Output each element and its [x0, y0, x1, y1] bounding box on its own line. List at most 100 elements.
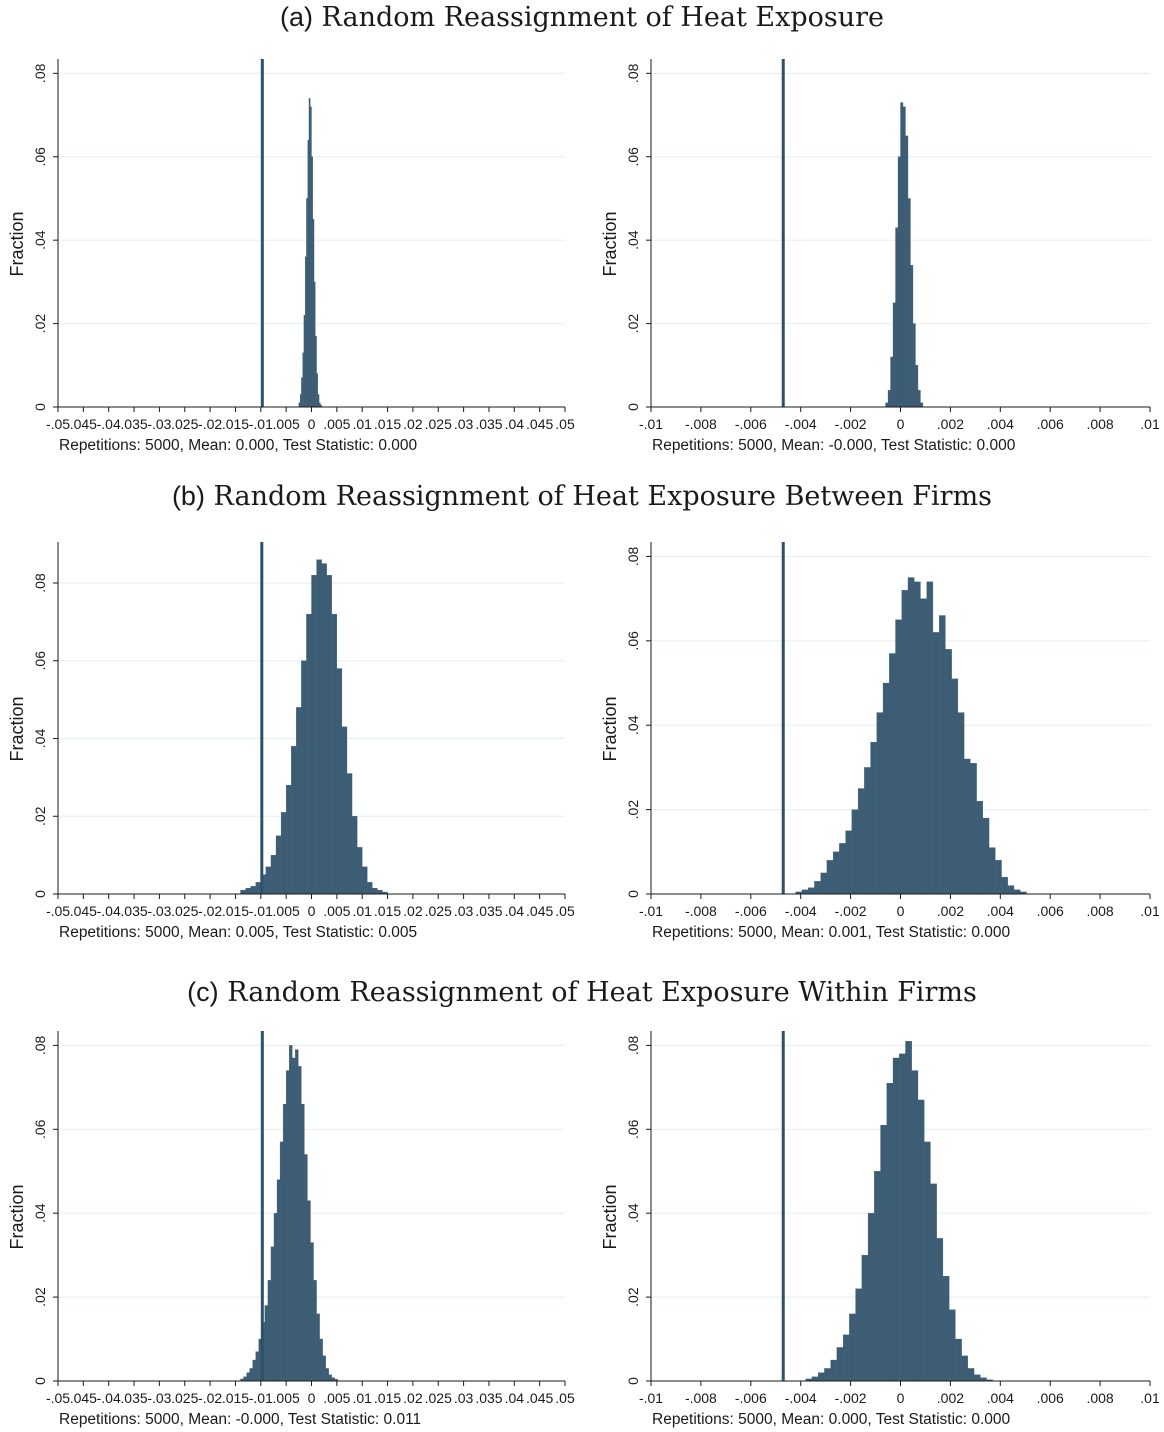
histogram-bar	[331, 1377, 335, 1382]
x-tick-label: .015	[374, 903, 401, 919]
histogram-panel-5: 0 .02 .04 .06 .08 -.01 -.008 -.006 -.004 -.002 0 .0…	[600, 1031, 1160, 1428]
y-tick-label: .06	[625, 631, 641, 651]
x-tick-label: -.05	[46, 416, 70, 432]
histogram-bar	[308, 98, 311, 408]
x-tick-label: .008	[1086, 416, 1113, 432]
x-tick-label: .015	[222, 1390, 249, 1406]
x-tick-label: .015	[222, 903, 249, 919]
section-text: Random Reassignment of Heat Exposure Wit…	[227, 977, 977, 1008]
histogram-bar	[265, 866, 272, 895]
histogram-bar	[976, 801, 983, 895]
y-tick-label: 0	[625, 1377, 641, 1385]
x-tick-label: .01	[352, 1390, 372, 1406]
x-tick-label: .005	[323, 416, 350, 432]
histogram-bar	[857, 788, 865, 895]
section-tag: (a)	[279, 2, 313, 32]
histogram-bar	[311, 575, 317, 895]
x-tick-label: .006	[1037, 903, 1064, 919]
histogram-bar	[1007, 885, 1015, 895]
histogram-bar	[305, 256, 307, 408]
x-tick-label: .035	[120, 903, 147, 919]
histogram-bar	[316, 559, 322, 895]
histogram-bar	[255, 1351, 259, 1382]
section-title-c: (c) Random Reassignment of Heat Exposure…	[0, 977, 1164, 1008]
x-tick-label: .006	[1037, 1390, 1064, 1406]
section-title-a: (a) Random Reassignment of Heat Exposure	[0, 2, 1164, 33]
histogram-bar	[864, 767, 871, 895]
histogram-bar	[886, 1082, 894, 1382]
x-tick-label: -.04	[97, 903, 121, 919]
x-tick-label: -.01	[639, 1390, 663, 1406]
histogram-bar	[967, 1368, 975, 1382]
histogram-bar	[273, 1213, 278, 1382]
histogram-bar	[250, 886, 256, 895]
histogram-panel-3: 0 .02 .04 .06 .08 -.01 -.008 -.006 -.004 -.002 0 .0…	[600, 542, 1160, 941]
x-tick-label: .005	[273, 416, 300, 432]
histogram-bar	[331, 613, 337, 895]
histogram-bar	[970, 763, 977, 895]
histogram-bar	[900, 102, 904, 408]
histogram-bar	[267, 1280, 272, 1382]
x-tick-label: .002	[937, 1390, 964, 1406]
histogram-bar	[307, 139, 310, 408]
x-tick-label: .025	[425, 903, 452, 919]
x-tick-label: 0	[308, 903, 316, 919]
histogram-bar	[301, 1103, 305, 1382]
x-tick-label: -.008	[685, 903, 717, 919]
histogram-bar	[289, 1045, 293, 1382]
y-tick-label: 0	[625, 403, 641, 411]
histogram-bar	[1001, 876, 1008, 895]
histogram-bar	[313, 281, 316, 408]
histogram-bar	[302, 352, 305, 408]
histogram-bar	[955, 1338, 962, 1382]
histogram-bar	[285, 1070, 290, 1382]
y-tick-label: 0	[625, 890, 641, 898]
histogram-bar	[902, 106, 906, 408]
histogram-panel-2: 0.02.04.06.08-.05.045 -.04.035 -.03.025 -.0…	[7, 542, 575, 941]
histogram-bar	[285, 784, 292, 895]
y-tick-label: .08	[32, 573, 48, 593]
x-tick-label: -.004	[785, 1390, 817, 1406]
histogram-bar	[811, 1376, 819, 1382]
x-tick-label: -.02	[198, 903, 222, 919]
x-tick-label: .03	[454, 416, 474, 432]
histogram-bar	[243, 1376, 247, 1382]
x-tick-label: .045	[526, 416, 553, 432]
x-tick-label: .004	[987, 416, 1014, 432]
histogram-bar	[270, 854, 277, 895]
histogram-bar	[930, 1183, 937, 1382]
x-tick-label: .035	[475, 1390, 502, 1406]
histogram-bar	[307, 1200, 311, 1382]
y-tick-label: .04	[625, 230, 641, 250]
y-tick-label: .06	[32, 651, 48, 671]
histogram-bar	[303, 315, 306, 408]
histogram-bar	[328, 1374, 332, 1382]
x-tick-label: .03	[454, 903, 474, 919]
y-tick-label: .04	[32, 729, 48, 749]
histogram-bar	[830, 1359, 838, 1382]
histogram-bar	[870, 741, 877, 895]
histogram-bar	[301, 660, 307, 895]
histogram-panel-1: 0 .02 .04 .06 .08 -.01 -.008 -.006 -.004 -.002 0 .0…	[600, 59, 1160, 454]
histogram-bar	[1013, 889, 1021, 895]
x-tick-label: .035	[120, 1390, 147, 1406]
histogram-bar	[270, 1246, 275, 1382]
histogram-bar	[317, 394, 320, 408]
histogram-bar	[876, 712, 884, 895]
histogram-bar	[945, 649, 952, 895]
histogram-bar	[826, 860, 834, 895]
histogram-bar	[889, 653, 896, 895]
histogram-bar	[341, 726, 348, 895]
y-tick-label: .06	[625, 147, 641, 167]
histogram-bar	[321, 563, 327, 895]
histogram-bar	[818, 1372, 825, 1382]
histogram-bar	[936, 1238, 944, 1382]
histogram-bar	[861, 1254, 869, 1382]
x-tick-label: .04	[505, 1390, 525, 1406]
histogram-bar	[306, 198, 308, 408]
x-tick-label: -.01	[639, 416, 663, 432]
histogram-bar	[824, 1368, 831, 1382]
y-tick-label: .04	[625, 715, 641, 735]
x-tick-label: .05	[555, 416, 575, 432]
x-tick-label: .005	[273, 903, 300, 919]
